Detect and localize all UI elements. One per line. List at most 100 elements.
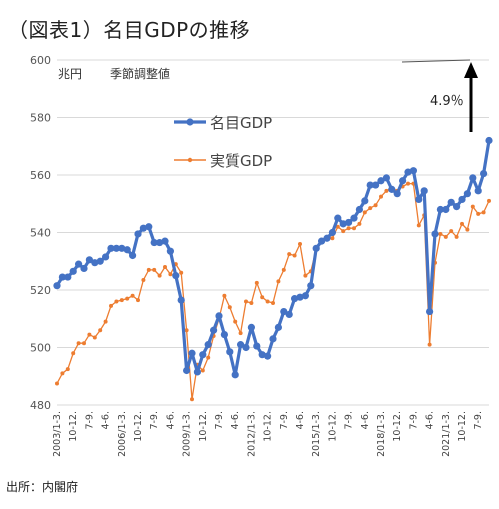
legend-marker-nominal — [186, 118, 194, 126]
nominal-gdp-point — [112, 244, 120, 252]
nominal-gdp-point — [442, 205, 450, 214]
real-gdp-point — [125, 296, 130, 301]
nominal-gdp-point — [453, 203, 461, 211]
real-gdp-point — [238, 331, 243, 336]
nominal-gdp-point — [350, 214, 358, 222]
nominal-gdp-point — [318, 237, 326, 245]
real-gdp-point — [244, 299, 248, 304]
x-tick-label: 4-6. — [230, 411, 241, 430]
nominal-gdp-point — [480, 169, 488, 178]
adjustment-label: 季節調整値 — [110, 66, 170, 81]
real-gdp-point — [265, 299, 270, 304]
real-gdp-point — [292, 253, 297, 258]
real-gdp-point — [254, 280, 259, 285]
nominal-gdp-point — [183, 366, 191, 375]
source-note: 出所：内閣府 — [6, 480, 79, 494]
x-tick-label: 2021/1-3. — [441, 411, 452, 457]
nominal-gdp-point — [242, 343, 250, 352]
nominal-gdp-point — [75, 260, 83, 268]
nominal-gdp-point — [426, 307, 434, 316]
nominal-gdp-point — [253, 342, 261, 350]
nominal-gdp-point — [258, 351, 266, 359]
nominal-gdp-point — [291, 295, 299, 303]
x-tick-label: 7-9. — [149, 411, 160, 430]
nominal-gdp-point — [334, 214, 342, 222]
nominal-gdp-point — [404, 168, 412, 176]
nominal-gdp-point — [312, 244, 320, 252]
real-gdp-point — [298, 242, 302, 246]
x-tick-label: 10-12. — [457, 411, 468, 442]
real-gdp-point — [330, 236, 335, 241]
real-gdp-point — [260, 295, 265, 300]
real-gdp-point — [406, 181, 410, 186]
legend-label-nominal: 名目GDP — [210, 114, 272, 132]
nominal-gdp-point — [415, 195, 423, 204]
real-gdp-point — [379, 194, 383, 199]
real-gdp-point — [465, 227, 470, 232]
real-gdp-point — [454, 234, 459, 239]
nominal-gdp-point — [296, 293, 304, 301]
x-tick-label: 2006/1-3. — [117, 411, 128, 457]
series-nominal-gdp — [53, 136, 493, 379]
real-gdp-point — [487, 198, 491, 203]
nominal-gdp-point — [107, 244, 115, 252]
real-gdp-point — [357, 221, 362, 226]
chart-title: （図表1）名目GDPの推移 — [8, 18, 251, 42]
real-gdp-point — [416, 223, 421, 228]
nominal-gdp-point — [188, 349, 196, 357]
nominal-gdp-point — [436, 205, 444, 214]
nominal-gdp-point — [377, 177, 385, 185]
nominal-gdp-point — [285, 310, 293, 319]
nominal-gdp-point — [274, 323, 282, 331]
x-tick-label: 10-12. — [263, 411, 274, 442]
nominal-gdp-point — [91, 259, 99, 267]
nominal-gdp-point — [166, 247, 174, 255]
real-gdp-point — [287, 252, 292, 257]
x-tick-label: 7-9. — [279, 411, 290, 430]
nominal-gdp-point — [355, 205, 363, 214]
real-gdp-point — [98, 328, 103, 333]
nominal-gdp-point — [382, 174, 390, 182]
real-gdp-point — [55, 381, 59, 386]
nominal-gdp-point — [345, 218, 353, 227]
x-tick-label: 10-12. — [392, 411, 403, 442]
y-tick-label: 480 — [30, 399, 51, 412]
y-tick-label: 580 — [30, 112, 51, 125]
nominal-gdp-point — [204, 341, 212, 349]
x-axis-ticks: 2003/1-3. 10-12. 7-9. 4-6. 2006/1-3. 10-12. 7-… — [52, 411, 484, 457]
nominal-gdp-point — [323, 234, 331, 242]
real-gdp-point — [481, 210, 486, 215]
real-gdp-point — [60, 371, 65, 376]
real-gdp-point — [346, 226, 351, 231]
x-tick-label: 4-6. — [165, 411, 176, 430]
nominal-gdp-point — [420, 187, 428, 195]
x-tick-label: 7-9. — [408, 411, 419, 430]
nominal-gdp-point — [280, 307, 288, 316]
nominal-gdp-point — [193, 368, 201, 376]
nominal-gdp-point — [231, 371, 239, 379]
x-tick-label: 10-12. — [198, 411, 209, 442]
gridlines — [57, 59, 489, 406]
real-gdp-point — [109, 303, 113, 308]
real-gdp-point — [141, 277, 146, 282]
y-tick-label: 500 — [30, 342, 51, 355]
real-gdp-point — [438, 231, 443, 236]
nominal-gdp-point — [269, 335, 277, 343]
nominal-gdp-point — [220, 330, 228, 339]
real-gdp-point — [157, 273, 162, 278]
real-gdp-point — [168, 272, 173, 277]
real-gdp-point — [427, 342, 432, 347]
nominal-gdp-point — [172, 272, 180, 280]
x-tick-label: 10-12. — [68, 411, 79, 442]
real-gdp-point — [103, 319, 108, 324]
nominal-gdp-point — [474, 187, 482, 195]
x-tick-label: 4-6. — [425, 411, 436, 430]
nominal-gdp-point — [80, 264, 88, 273]
real-gdp-point — [276, 279, 281, 284]
x-tick-label: 10-12. — [327, 411, 338, 442]
real-gdp-point — [65, 367, 70, 372]
x-tick-label: 7-9. — [214, 411, 225, 430]
nominal-gdp-point — [393, 190, 401, 198]
real-gdp-point — [233, 319, 238, 324]
legend-marker-real — [187, 157, 193, 163]
